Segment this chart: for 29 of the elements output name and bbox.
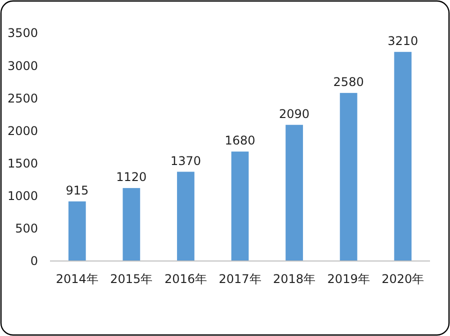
y-tick-label: 2000 [7, 124, 38, 138]
bar [68, 201, 86, 261]
data-label: 3210 [388, 34, 418, 48]
x-tick-label: 2017年 [218, 272, 262, 286]
bar [122, 188, 140, 261]
bar [177, 172, 194, 261]
y-tick-label: 500 [15, 222, 38, 236]
data-label: 2090 [279, 106, 310, 121]
y-tick-label: 3000 [7, 58, 38, 73]
bar [340, 92, 358, 261]
data-label: 1120 [116, 170, 147, 184]
x-tick-label: 2015年 [110, 272, 153, 286]
data-label: 1680 [224, 134, 256, 148]
data-label: 915 [66, 183, 89, 198]
data-label: 2580 [333, 74, 364, 89]
y-tick-label: 0 [30, 254, 38, 268]
x-tick-label: 2019年 [327, 272, 370, 286]
x-tick-label: 2016年 [164, 272, 207, 286]
y-tick-label: 3500 [7, 26, 38, 40]
x-tick-label: 2020年 [382, 272, 424, 286]
bar [394, 52, 412, 261]
data-label: 1370 [170, 154, 201, 168]
bar [231, 152, 249, 261]
x-tick-label: 2018年 [273, 272, 316, 286]
y-tick-label: 2500 [7, 91, 38, 106]
y-tick-label: 1500 [7, 156, 38, 170]
bar [286, 124, 303, 261]
x-tick-label: 2014年 [56, 272, 98, 286]
y-tick-label: 1000 [7, 189, 38, 204]
